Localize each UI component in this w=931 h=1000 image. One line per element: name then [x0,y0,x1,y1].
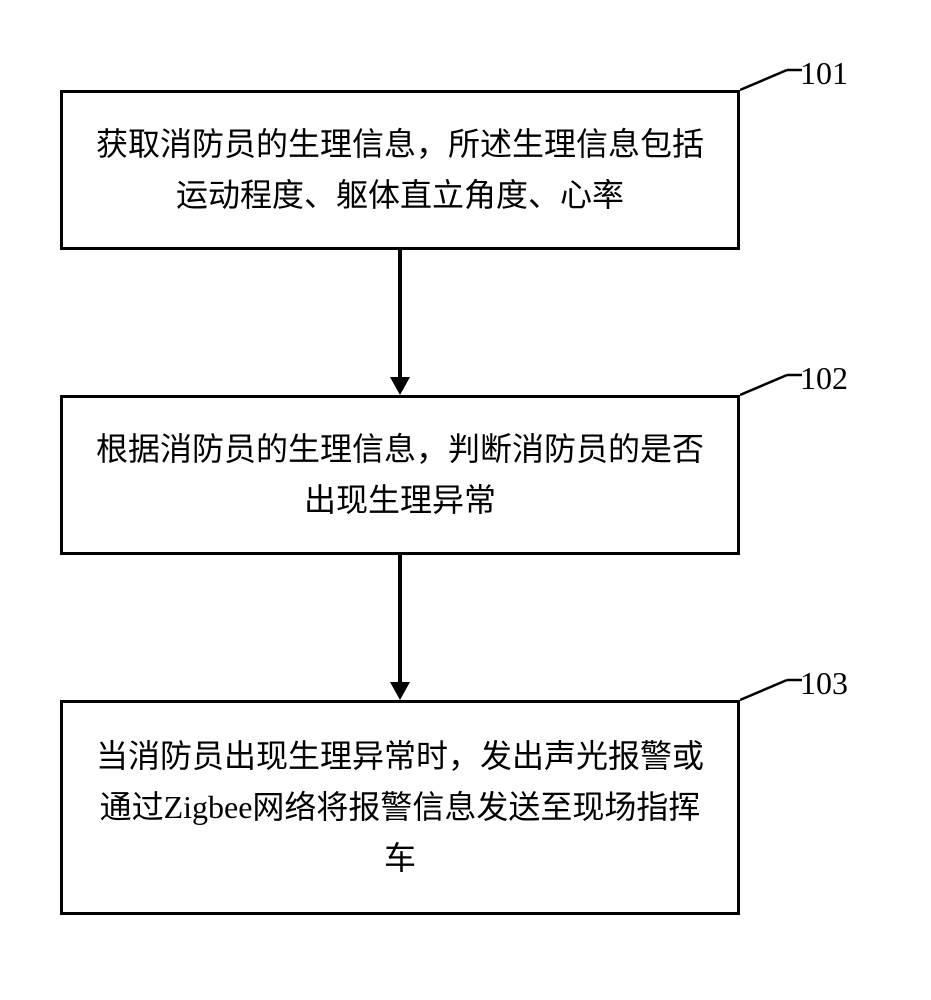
arrow-102-103-line [398,555,402,682]
label-connector-103 [740,675,805,705]
label-connector-102 [740,370,805,400]
flowchart-node-103: 当消防员出现生理异常时，发出声光报警或通过Zigbee网络将报警信息发送至现场指… [60,700,740,915]
arrow-101-102-head [390,377,410,395]
node-101-text: 获取消防员的生理信息，所述生理信息包括运动程度、躯体直立角度、心率 [93,119,707,221]
label-connector-101 [740,65,805,95]
flowchart-node-102: 根据消防员的生理信息，判断消防员的是否出现生理异常 [60,395,740,555]
node-102-text: 根据消防员的生理信息，判断消防员的是否出现生理异常 [93,424,707,526]
arrow-101-102-line [398,250,402,377]
arrow-102-103-head [390,682,410,700]
flowchart-node-101: 获取消防员的生理信息，所述生理信息包括运动程度、躯体直立角度、心率 [60,90,740,250]
node-103-text: 当消防员出现生理异常时，发出声光报警或通过Zigbee网络将报警信息发送至现场指… [93,731,707,885]
node-103-label: 103 [800,665,848,702]
node-101-label: 101 [800,55,848,92]
flowchart-container: 获取消防员的生理信息，所述生理信息包括运动程度、躯体直立角度、心率 101 根据… [0,0,931,1000]
node-102-label: 102 [800,360,848,397]
